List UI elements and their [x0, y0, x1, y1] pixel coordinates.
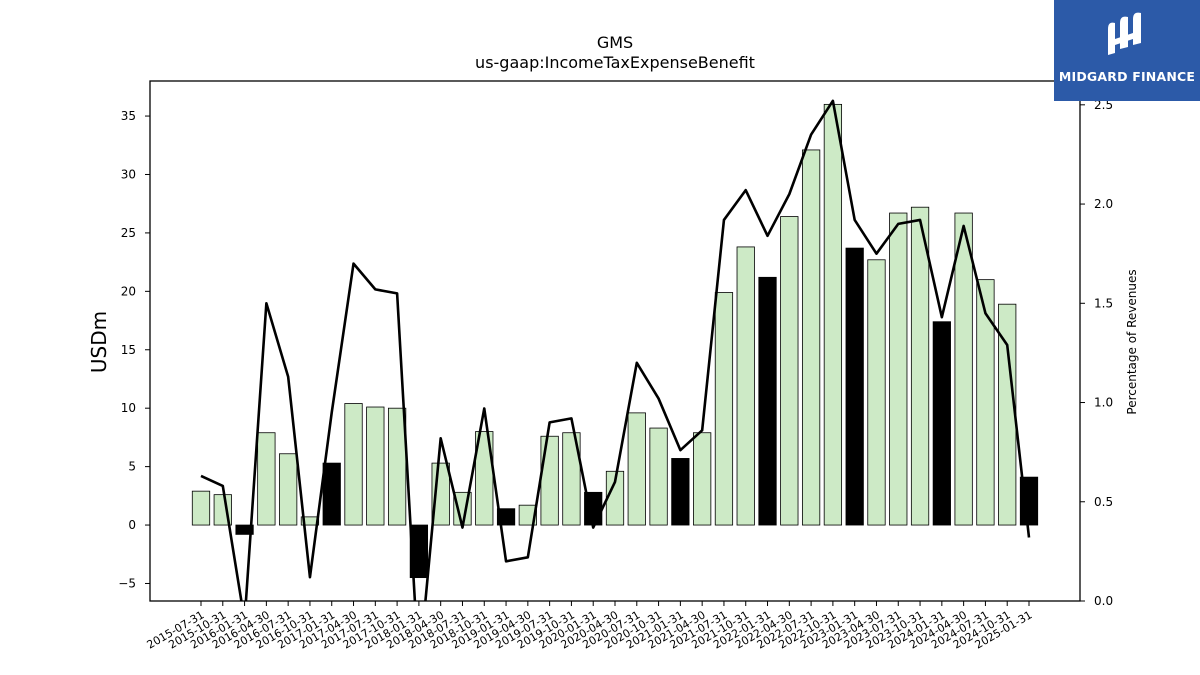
bar-2020-07-31 — [627, 412, 646, 526]
bar-2022-10-31 — [823, 103, 843, 526]
bar-2024-04-30 — [954, 212, 973, 526]
bar-2021-01-31 — [671, 458, 690, 526]
bar-2016-04-30 — [257, 432, 276, 526]
y2-tick-label: 1.5 — [1094, 296, 1113, 310]
y-tick-label: 0 — [128, 518, 136, 532]
y-tick-label: −5 — [118, 576, 136, 590]
bar-2023-07-31 — [889, 212, 908, 526]
y-tick-label: 35 — [121, 109, 136, 123]
chart-title: GMS — [597, 33, 633, 52]
bar-2017-04-30 — [344, 403, 363, 526]
brand-logo: MIDGARD FINANCE — [1054, 0, 1200, 101]
bar-2018-01-31 — [409, 524, 429, 579]
brand-name: MIDGARD FINANCE — [1058, 69, 1196, 84]
y-tick-label: 20 — [121, 284, 136, 298]
y-tick-label: 15 — [121, 343, 136, 357]
bar-2024-07-31 — [976, 279, 995, 526]
chart-subtitle: us-gaap:IncomeTaxExpenseBenefit — [475, 53, 755, 72]
midgard-logo-icon — [1108, 12, 1141, 56]
bar-2023-04-30 — [867, 259, 886, 526]
y-tick-label: 25 — [121, 226, 136, 240]
bar-2022-01-31 — [758, 276, 777, 526]
bar-2016-07-31 — [279, 453, 298, 526]
y-axis-label: USDm — [87, 311, 111, 373]
bar-2015-07-31 — [191, 490, 211, 526]
bar-2021-07-31 — [714, 292, 734, 526]
y-tick-label: 5 — [128, 460, 136, 474]
y2-tick-label: 0.5 — [1094, 495, 1113, 509]
bar-2024-01-31 — [932, 321, 951, 526]
bar-2022-04-30 — [780, 216, 799, 526]
bar-2021-04-30 — [693, 432, 712, 526]
bar-2019-04-30 — [518, 504, 537, 526]
bar-2021-10-31 — [736, 246, 755, 526]
bar-2017-01-31 — [322, 462, 341, 526]
y2-tick-label: 1.0 — [1094, 396, 1113, 410]
bar-2020-10-31 — [649, 427, 668, 526]
revenue-percentage-line — [200, 99, 1031, 601]
bar-2017-10-31 — [387, 407, 407, 526]
y-tick-label: 30 — [121, 167, 136, 181]
bar-2016-01-31 — [235, 524, 254, 535]
bar-2023-01-31 — [845, 247, 864, 526]
y2-axis-label: Percentage of Revenues — [1125, 269, 1139, 414]
bar-2023-10-31 — [910, 206, 930, 526]
bar-2019-10-31 — [562, 432, 581, 526]
y2-tick-label: 2.0 — [1094, 197, 1113, 211]
y2-tick-label: 0.0 — [1094, 594, 1113, 608]
y-tick-label: 10 — [121, 401, 136, 415]
bar-2017-07-31 — [366, 406, 385, 526]
bar-2019-01-31 — [496, 508, 516, 526]
bar-2022-07-31 — [801, 149, 821, 526]
y2-tick-label: 2.5 — [1094, 98, 1113, 112]
bar-2019-07-31 — [540, 435, 559, 526]
